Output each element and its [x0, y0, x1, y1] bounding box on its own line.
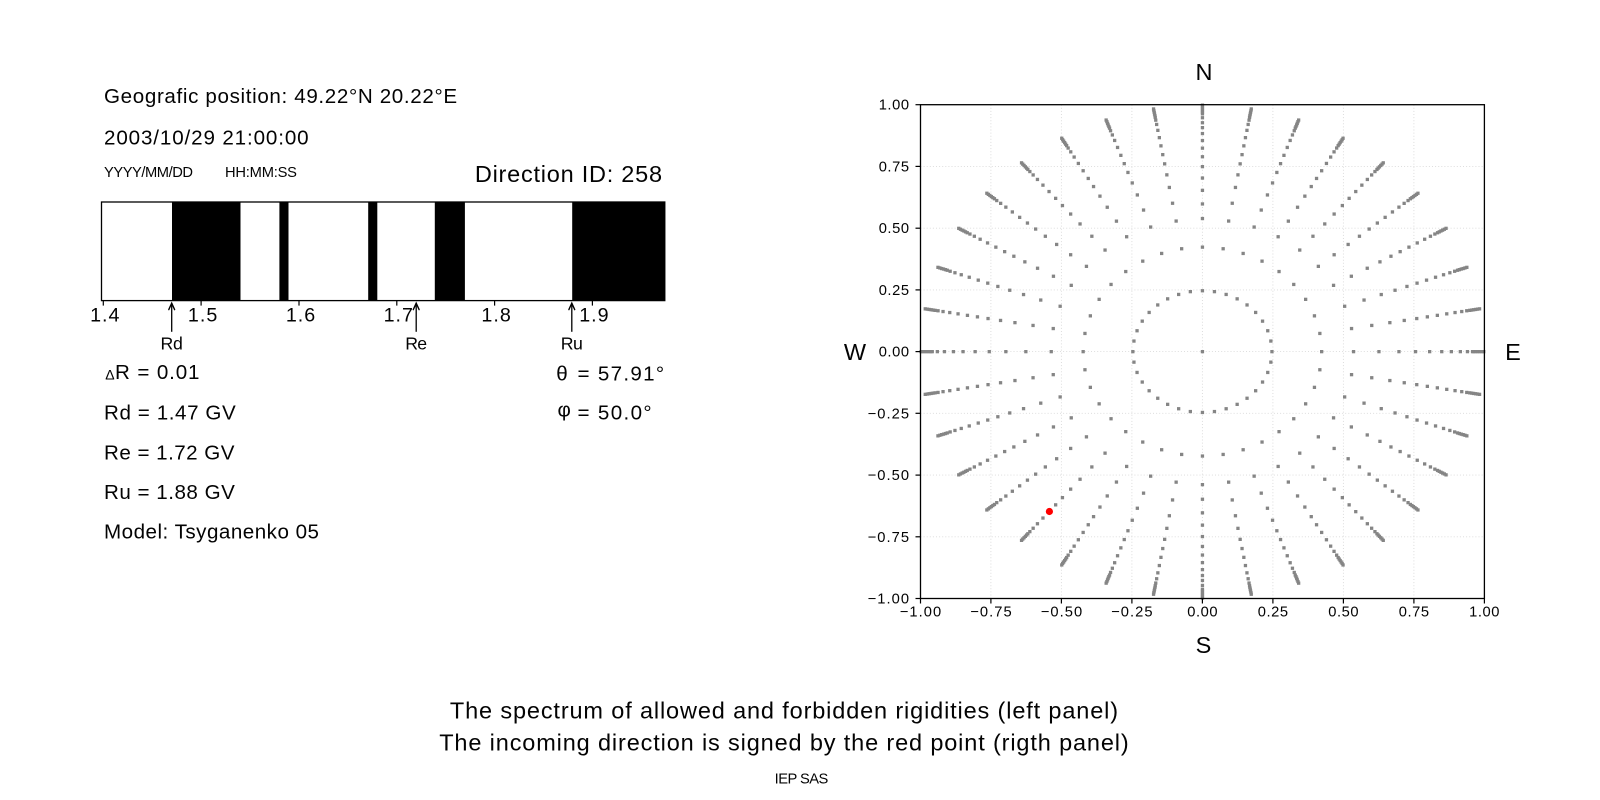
svg-text:Rd = 1.47 GV: Rd = 1.47 GV — [104, 402, 236, 425]
svg-text:−1.00: −1.00 — [868, 592, 911, 608]
svg-text:−0.50: −0.50 — [1041, 605, 1084, 621]
svg-text:1.5: 1.5 — [188, 305, 218, 327]
svg-text:1.4: 1.4 — [90, 305, 120, 327]
svg-text:0.00: 0.00 — [879, 345, 910, 361]
svg-text:0.50: 0.50 — [879, 221, 910, 237]
svg-text:1.7: 1.7 — [384, 305, 414, 327]
svg-text:W: W — [844, 339, 867, 365]
svg-text:= 50.0°: = 50.0° — [578, 402, 653, 425]
svg-text:0.00: 0.00 — [1187, 605, 1218, 621]
svg-text:0.75: 0.75 — [1399, 605, 1430, 621]
svg-text:−0.25: −0.25 — [868, 406, 911, 422]
svg-text:= 57.91°: = 57.91° — [578, 362, 666, 385]
svg-text:HH:MM:SS: HH:MM:SS — [225, 165, 297, 181]
svg-text:0.75: 0.75 — [879, 159, 910, 175]
svg-text:IEP SAS: IEP SAS — [775, 772, 829, 788]
svg-text:Re: Re — [405, 334, 427, 354]
svg-text:E: E — [1505, 339, 1520, 365]
svg-text:YYYY/MM/DD: YYYY/MM/DD — [104, 165, 193, 181]
svg-text:Direction ID: 258: Direction ID: 258 — [475, 161, 663, 187]
svg-text:1.8: 1.8 — [481, 305, 511, 327]
svg-text:S: S — [1196, 632, 1211, 658]
svg-text:The spectrum of allowed and fo: The spectrum of allowed and forbidden ri… — [450, 698, 1119, 724]
svg-text:Geografic position: 49.22°N 20: Geografic position: 49.22°N 20.22°E — [104, 85, 458, 108]
svg-text:−0.75: −0.75 — [970, 605, 1013, 621]
svg-text:1.9: 1.9 — [579, 305, 609, 327]
svg-text:−0.25: −0.25 — [1111, 605, 1154, 621]
svg-text:Model: Tsyganenko 05: Model: Tsyganenko 05 — [104, 520, 320, 543]
svg-text:R = 0.01: R = 0.01 — [115, 361, 200, 384]
svg-text:N: N — [1195, 59, 1212, 85]
svg-text:−1.00: −1.00 — [900, 605, 943, 621]
svg-text:0.25: 0.25 — [1258, 605, 1289, 621]
svg-text:−0.50: −0.50 — [868, 468, 911, 484]
svg-text:1.00: 1.00 — [879, 98, 910, 114]
svg-text:φ: φ — [558, 399, 571, 422]
svg-text:−0.75: −0.75 — [868, 530, 911, 546]
svg-text:Δ: Δ — [105, 367, 114, 383]
svg-text:Ru = 1.88 GV: Ru = 1.88 GV — [104, 481, 235, 504]
svg-text:Re = 1.72 GV: Re = 1.72 GV — [104, 442, 235, 465]
svg-text:Ru: Ru — [561, 334, 582, 354]
svg-text:2003/10/29 21:00:00: 2003/10/29 21:00:00 — [104, 126, 309, 149]
svg-text:Rd: Rd — [161, 334, 183, 354]
svg-text:1.00: 1.00 — [1469, 605, 1500, 621]
svg-text:0.50: 0.50 — [1328, 605, 1359, 621]
svg-text:The incoming direction is sign: The incoming direction is signed by the … — [439, 730, 1129, 756]
svg-text:1.6: 1.6 — [286, 305, 316, 327]
svg-text:θ: θ — [556, 362, 568, 385]
svg-text:0.25: 0.25 — [879, 283, 910, 299]
